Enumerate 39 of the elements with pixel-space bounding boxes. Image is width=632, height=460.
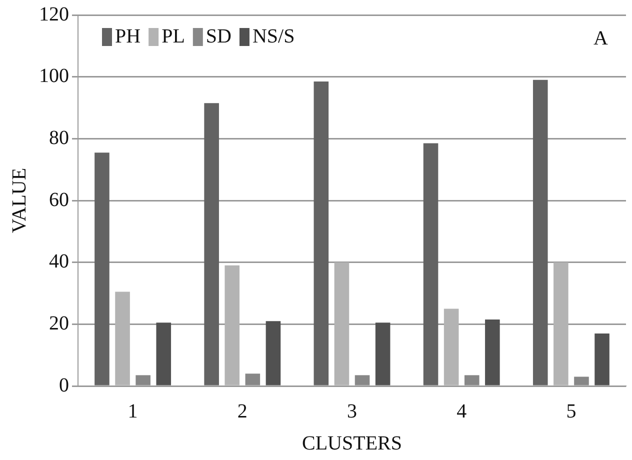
- bar: [266, 321, 281, 386]
- y-tick-label: 40: [49, 250, 69, 273]
- x-tick-label: 2: [237, 400, 248, 422]
- x-tick-label: 1: [128, 400, 138, 422]
- bar: [444, 308, 459, 386]
- bar: [375, 322, 390, 386]
- bar: [464, 375, 480, 386]
- y-tick-label: 100: [39, 65, 69, 88]
- x-tick-label: 4: [456, 400, 467, 422]
- x-axis-title: CLUSTERS: [302, 432, 402, 454]
- legend-label: SD: [206, 25, 232, 48]
- bar: [532, 80, 548, 386]
- bar: [554, 262, 568, 386]
- legend-label: NS/S: [252, 25, 295, 48]
- x-tick-label: 5: [566, 400, 576, 422]
- bar: [423, 143, 438, 386]
- bar: [156, 322, 172, 386]
- y-tick-label: 0: [59, 374, 69, 396]
- bar: [574, 376, 589, 386]
- bar: [245, 374, 260, 386]
- y-tick-label: 20: [49, 312, 69, 334]
- bar: [314, 81, 329, 386]
- legend-label: PL: [162, 25, 185, 48]
- annotation: A: [594, 27, 609, 50]
- legend-label: PH: [115, 25, 141, 48]
- y-axis-title: VALUE: [8, 168, 30, 234]
- y-tick-label: 120: [39, 3, 69, 26]
- bar: [485, 320, 500, 386]
- y-tick-label: 60: [49, 188, 69, 211]
- bar: [204, 103, 219, 386]
- bar: [115, 292, 130, 386]
- bar: [136, 375, 150, 386]
- bar: [354, 375, 370, 386]
- y-tick-label: 80: [49, 126, 69, 149]
- bar: [594, 333, 610, 386]
- bar: [334, 262, 350, 386]
- x-tick-label: 3: [347, 400, 357, 422]
- bar: [94, 152, 110, 386]
- bar: [224, 265, 240, 386]
